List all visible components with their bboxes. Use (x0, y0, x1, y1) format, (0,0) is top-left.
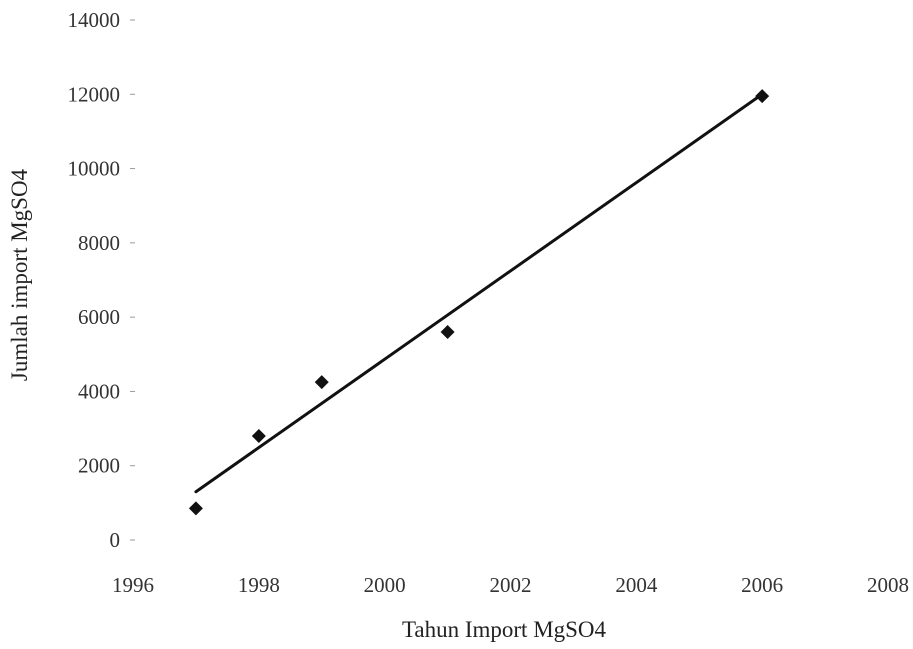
y-axis-title: Jumlah import MgSO4 (7, 168, 32, 381)
y-tick-label: 14000 (68, 8, 121, 32)
x-tick-label: 1996 (112, 573, 154, 597)
data-points (188, 89, 770, 516)
x-axis-title: Tahun Import MgSO4 (402, 617, 607, 642)
data-point-marker (251, 429, 266, 443)
y-tick-label: 4000 (78, 379, 120, 403)
x-tick-label: 2002 (490, 573, 532, 597)
y-tick-label: 8000 (78, 231, 120, 255)
y-tick-label: 2000 (78, 454, 120, 478)
trendline (194, 92, 764, 494)
x-tick-label: 2006 (741, 573, 783, 597)
trendline-group (194, 92, 764, 494)
data-point-marker (440, 325, 455, 339)
data-point-marker (755, 89, 770, 104)
x-axis: 1996 1998 2000 2002 2004 2006 2008 (112, 573, 909, 597)
x-tick-label: 2000 (364, 573, 406, 597)
data-point-marker (314, 375, 329, 390)
y-tick-label: 12000 (68, 82, 121, 106)
y-tick-label: 0 (110, 528, 121, 552)
data-point-marker (188, 501, 203, 516)
x-tick-label: 2008 (867, 573, 909, 597)
x-tick-label: 1998 (238, 573, 280, 597)
y-axis: 0 2000 4000 6000 8000 10000 12000 14000 (68, 8, 135, 552)
x-tick-label: 2004 (615, 573, 658, 597)
y-tick-label: 6000 (78, 305, 120, 329)
y-tick-label: 10000 (68, 157, 121, 181)
